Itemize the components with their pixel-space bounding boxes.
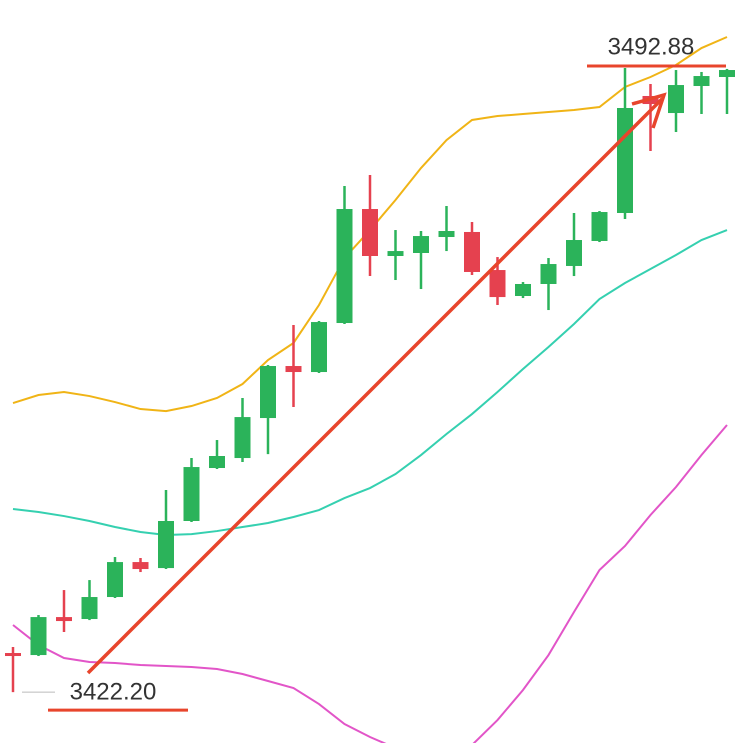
candle-body: [617, 107, 633, 213]
arrow-head: [631, 92, 667, 129]
candle-body: [56, 617, 72, 622]
candle-body: [438, 231, 455, 238]
candle-body: [464, 231, 480, 272]
candle-body: [540, 264, 557, 284]
candle-body: [132, 562, 149, 570]
band-line: [12, 229, 728, 537]
candle-body: [591, 212, 608, 241]
candle-body: [260, 366, 276, 419]
candle-body: [30, 617, 47, 656]
candle-body: [719, 70, 735, 78]
low-label: 3422.20: [70, 678, 157, 705]
high-label: 3492.88: [608, 33, 695, 60]
candle-body: [413, 236, 429, 253]
candle-body: [5, 653, 21, 657]
candle-body: [285, 366, 302, 373]
band-line: [12, 424, 728, 743]
candle-body: [209, 456, 225, 469]
candle-body: [566, 240, 582, 266]
candle-body: [183, 467, 200, 522]
candle-body: [693, 76, 710, 87]
candle-body: [489, 270, 506, 298]
candle-body: [311, 322, 327, 373]
candle-body: [362, 209, 378, 256]
candle-body: [81, 597, 98, 620]
candle-body: [668, 85, 684, 114]
candle-body: [387, 251, 404, 256]
trend-arrow: [86, 97, 664, 675]
candle-body: [336, 209, 353, 324]
candle-body: [515, 283, 531, 296]
candle-body: [107, 562, 123, 598]
candle-body: [158, 521, 174, 569]
candle-body: [234, 417, 251, 459]
